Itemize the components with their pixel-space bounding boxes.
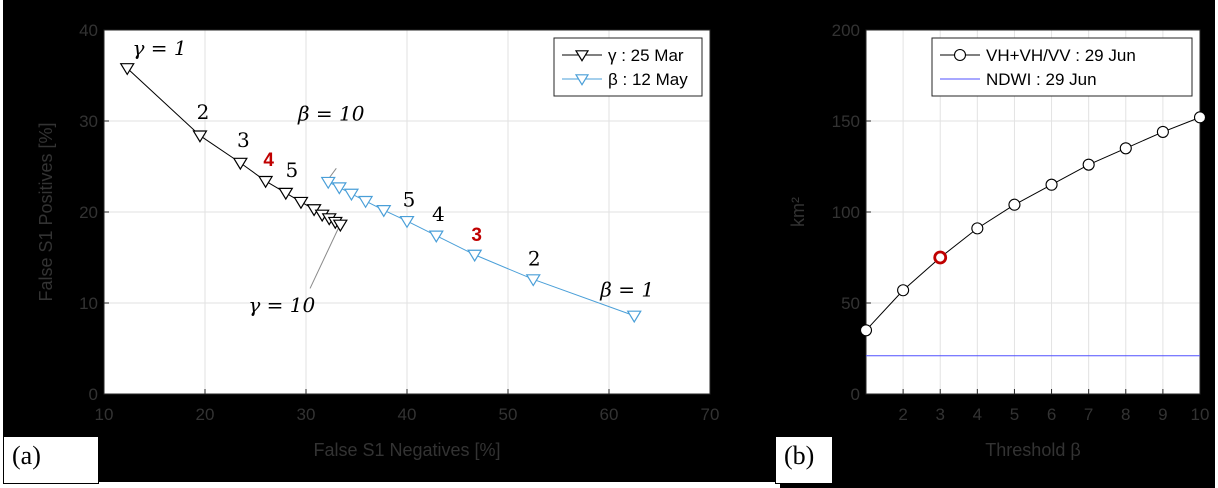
x-axis-label: False S1 Negatives [%] bbox=[313, 440, 500, 460]
data-point-marker bbox=[332, 219, 348, 233]
legend: VH+VH/VV : 29 Jun NDWI : 29 Jun bbox=[931, 37, 1193, 97]
y-tick-label: 0 bbox=[851, 385, 860, 404]
data-point-marker bbox=[1193, 111, 1207, 124]
x-tick-label: 20 bbox=[196, 405, 215, 424]
x-tick-label: 40 bbox=[398, 405, 417, 424]
legend-label: NDWI : 29 Jun bbox=[986, 70, 1097, 89]
annotation-label: 2 bbox=[197, 100, 210, 124]
legend-label: VH+VH/VV : 29 Jun bbox=[986, 46, 1136, 65]
x-tick-label: 5 bbox=[1010, 405, 1019, 424]
data-point-marker bbox=[376, 205, 392, 218]
legend-marker bbox=[574, 74, 590, 86]
legend-box bbox=[553, 37, 703, 97]
legend-box bbox=[931, 37, 1193, 97]
annotation-label: 3 bbox=[471, 225, 482, 246]
annotation-label: γ = 1 bbox=[132, 36, 186, 60]
data-point-marker bbox=[331, 182, 347, 195]
data-point-marker bbox=[971, 222, 984, 235]
left-border bbox=[0, 0, 3, 488]
data-point-marker bbox=[258, 175, 274, 189]
data-point-marker bbox=[1156, 125, 1169, 138]
annotation-label: 3 bbox=[237, 128, 250, 152]
y-tick-label: 30 bbox=[79, 112, 98, 131]
y-axis-label: km² bbox=[788, 197, 808, 227]
annotation-label: 5 bbox=[403, 187, 416, 211]
bottom-strip-a bbox=[0, 482, 780, 488]
y-tick-label: 50 bbox=[841, 294, 860, 313]
right-border bbox=[1215, 0, 1218, 488]
x-tick-label: 9 bbox=[1158, 405, 1167, 424]
x-tick-label: 8 bbox=[1121, 405, 1130, 424]
highlighted-data-point bbox=[933, 250, 948, 265]
y-tick-label: 200 bbox=[832, 21, 860, 40]
data-point-marker bbox=[399, 215, 415, 229]
y-tick-label: 100 bbox=[832, 203, 860, 222]
data-point-marker bbox=[232, 157, 248, 171]
x-tick-label: 70 bbox=[701, 405, 720, 424]
annotation-label: 5 bbox=[285, 158, 298, 182]
data-point-marker bbox=[343, 188, 360, 202]
data-point-marker bbox=[358, 195, 374, 209]
annotation-label: 4 bbox=[263, 150, 274, 171]
x-tick-label: 10 bbox=[95, 405, 114, 424]
y-tick-label: 20 bbox=[79, 203, 98, 222]
annotation-label: β = 10 bbox=[297, 102, 365, 126]
data-point-marker bbox=[428, 230, 444, 243]
x-tick-label: 50 bbox=[499, 405, 518, 424]
data-point-marker bbox=[192, 130, 208, 143]
x-tick-label: 10 bbox=[1191, 405, 1210, 424]
x-tick-label: 7 bbox=[1084, 405, 1093, 424]
legend-marker bbox=[574, 50, 590, 62]
y-tick-label: 150 bbox=[832, 112, 860, 131]
y-tick-label: 40 bbox=[79, 21, 98, 40]
legend: γ : 25 Mar β : 12 May bbox=[553, 37, 703, 97]
data-point-marker bbox=[525, 274, 541, 287]
x-tick-label: 30 bbox=[297, 405, 316, 424]
series-line-0 bbox=[865, 116, 1201, 331]
panel-label-a: (a) bbox=[3, 436, 99, 484]
panel-label-b: (b) bbox=[775, 436, 833, 484]
legend-marker bbox=[953, 48, 967, 62]
x-tick-label: 2 bbox=[898, 405, 907, 424]
x-tick-label: 3 bbox=[935, 405, 944, 424]
data-point-marker bbox=[1008, 198, 1021, 211]
data-point-marker bbox=[119, 63, 135, 76]
annotation-label: 4 bbox=[432, 202, 445, 226]
legend-label: β : 12 May bbox=[608, 70, 688, 89]
data-point-marker bbox=[278, 187, 294, 201]
y-axis-label: False S1 Positives [%] bbox=[36, 122, 56, 301]
x-tick-label: 60 bbox=[600, 405, 619, 424]
data-point-marker bbox=[320, 176, 336, 190]
annotation-label: γ = 10 bbox=[248, 293, 315, 317]
legend-label: γ : 25 Mar bbox=[608, 46, 684, 65]
x-axis-label: Threshold β bbox=[985, 440, 1080, 460]
data-point-marker bbox=[1045, 178, 1058, 191]
annotation-label: 2 bbox=[528, 246, 541, 270]
x-tick-label: 4 bbox=[973, 405, 982, 424]
data-point-marker bbox=[626, 310, 642, 324]
data-point-marker bbox=[897, 284, 910, 297]
data-point-marker bbox=[293, 196, 309, 210]
data-point-marker bbox=[1082, 158, 1095, 171]
y-tick-label: 0 bbox=[89, 385, 98, 404]
data-point-marker bbox=[859, 324, 873, 337]
data-point-marker bbox=[467, 249, 483, 263]
x-tick-label: 6 bbox=[1047, 405, 1056, 424]
y-tick-label: 10 bbox=[79, 294, 98, 313]
annotation-label: β = 1 bbox=[599, 277, 654, 301]
annotation-leader bbox=[309, 228, 339, 289]
data-point-marker bbox=[1119, 142, 1132, 155]
